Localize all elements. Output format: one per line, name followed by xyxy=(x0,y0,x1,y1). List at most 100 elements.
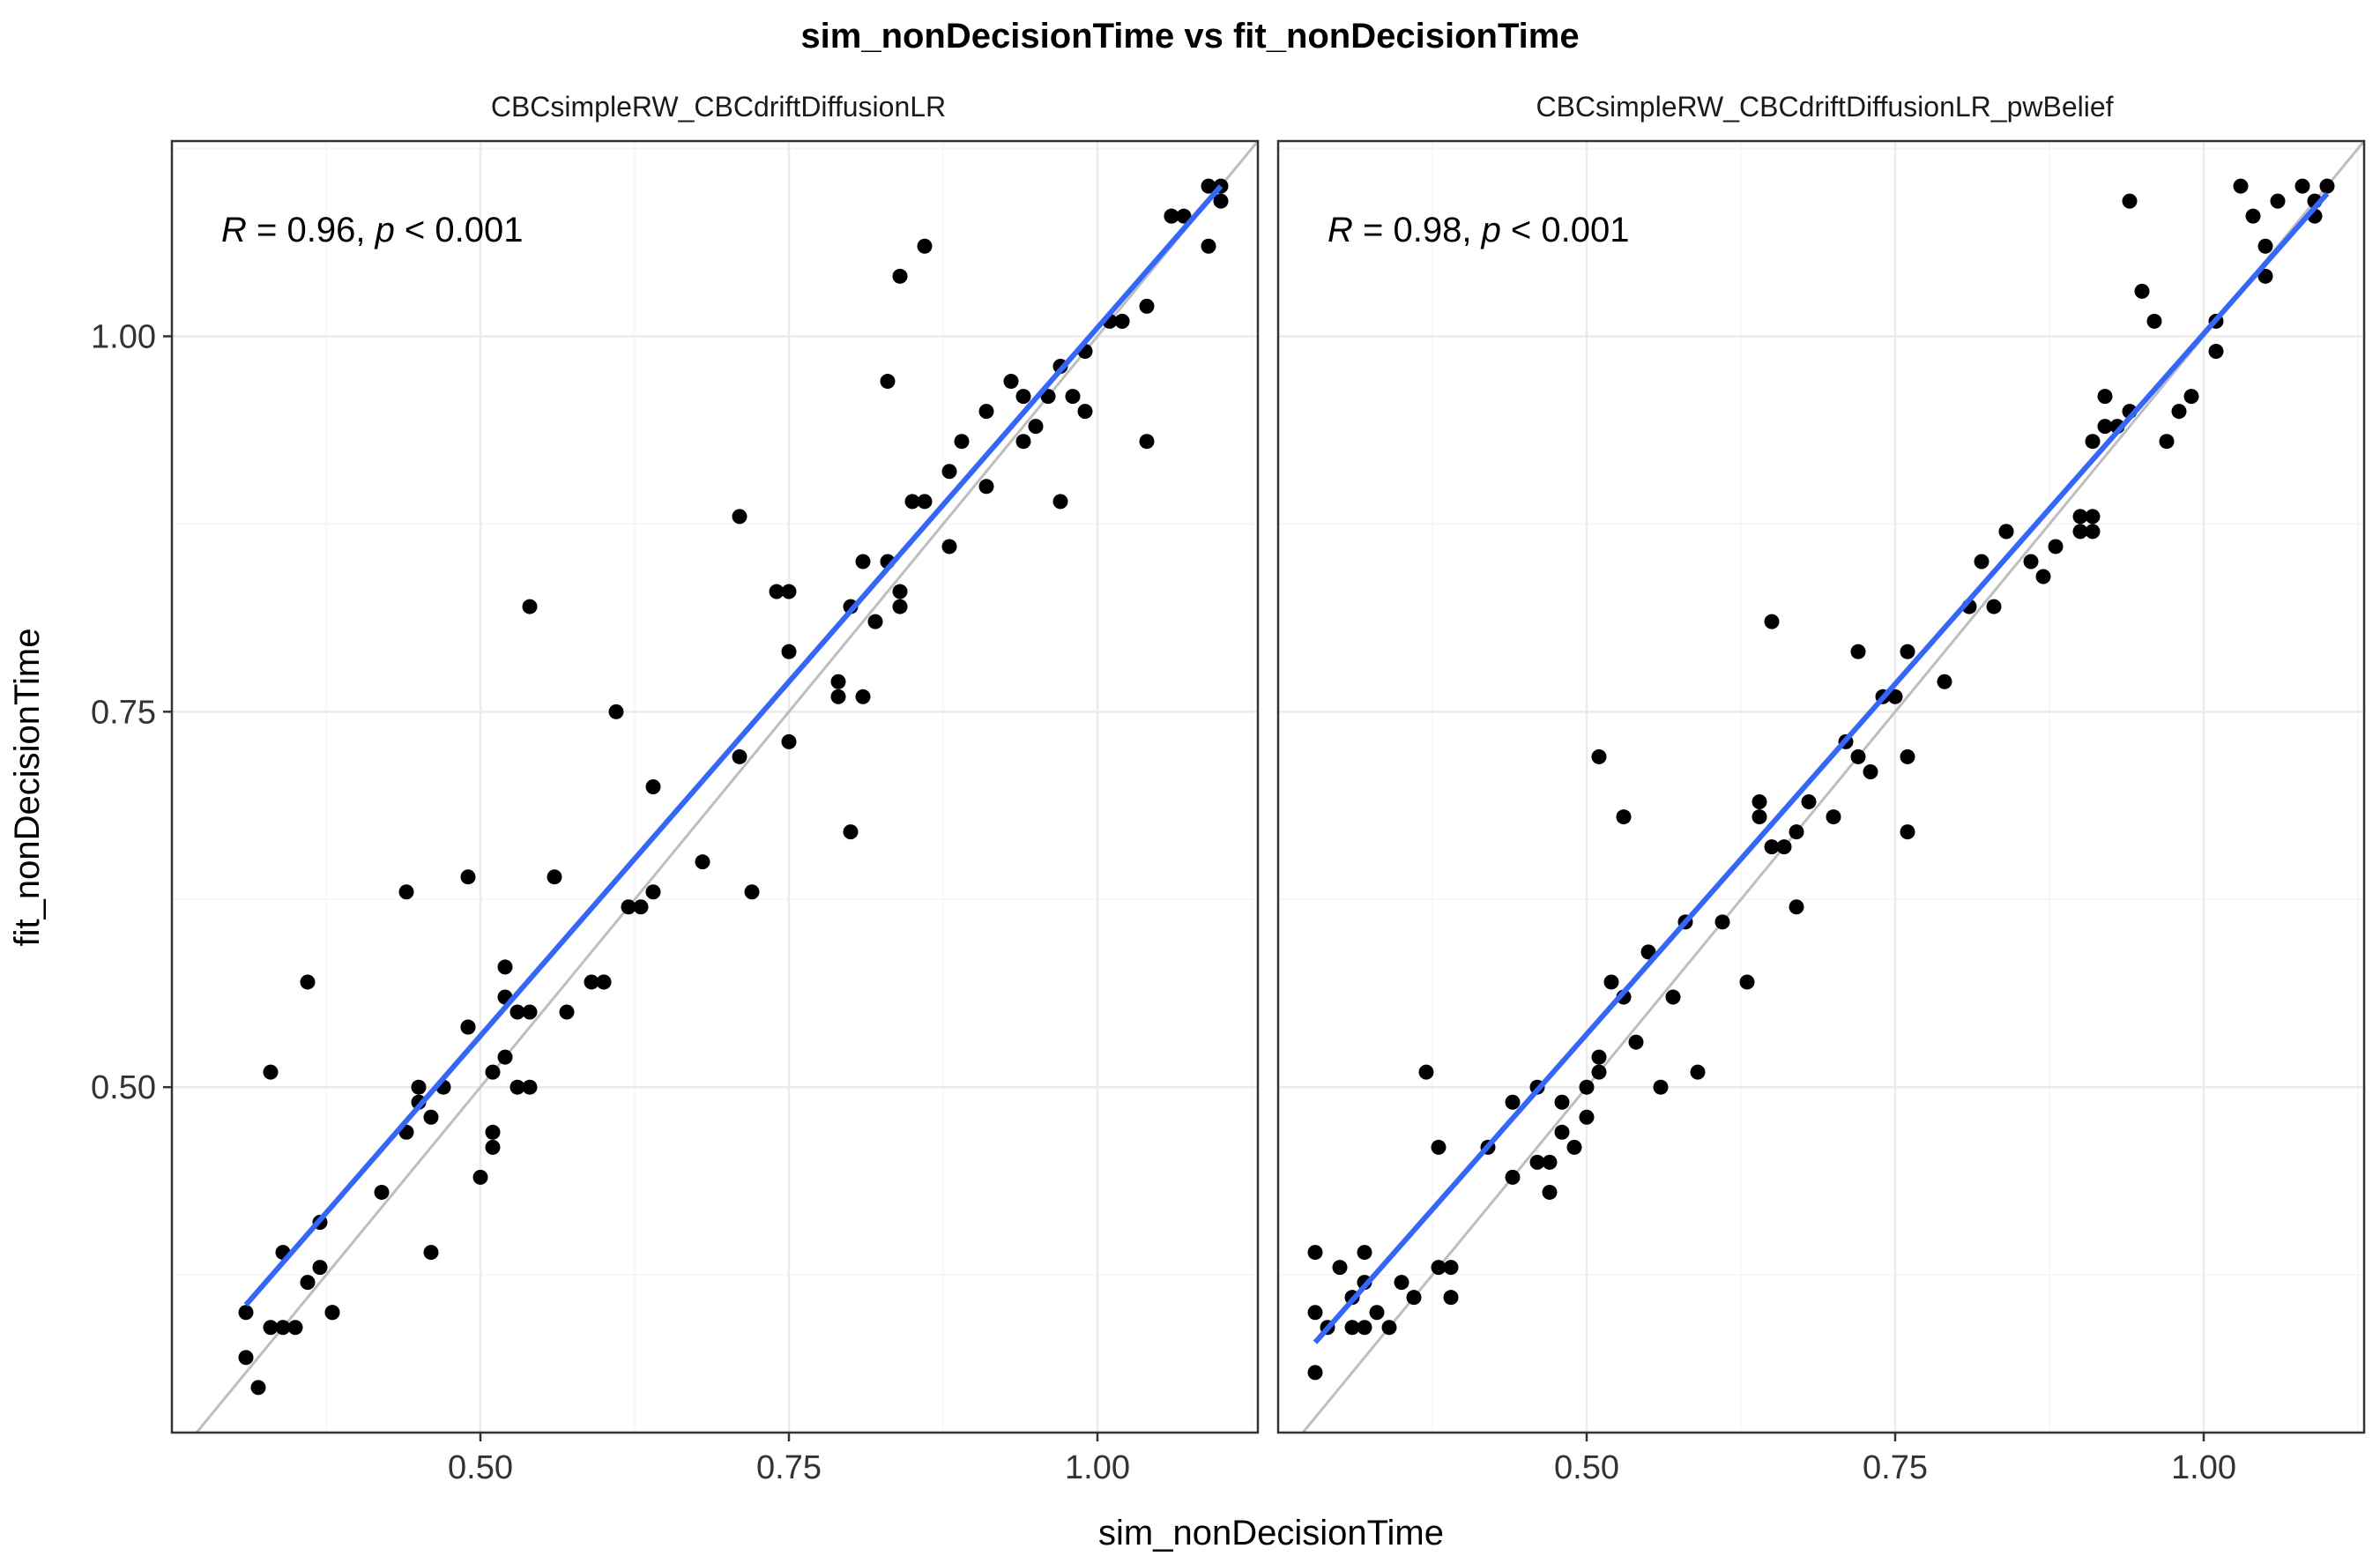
identity-line xyxy=(1301,141,2364,1433)
data-point xyxy=(522,599,538,614)
data-point xyxy=(460,1019,476,1035)
data-point xyxy=(1764,614,1780,629)
data-point xyxy=(2257,238,2273,254)
x-tick-label: 0.50 xyxy=(1554,1449,1619,1486)
identity-line xyxy=(195,141,1258,1433)
data-point xyxy=(1065,389,1081,405)
data-point xyxy=(263,1320,279,1336)
x-tick-label: 0.75 xyxy=(1863,1449,1928,1486)
data-point xyxy=(830,674,846,689)
data-point xyxy=(781,644,797,659)
data-point xyxy=(238,1305,254,1321)
data-point xyxy=(941,464,957,480)
data-point xyxy=(1357,1320,1372,1336)
data-point xyxy=(1665,989,1681,1005)
data-point xyxy=(398,884,414,900)
data-point xyxy=(954,434,970,450)
data-point xyxy=(485,1139,501,1155)
data-point xyxy=(1900,644,1915,659)
data-point xyxy=(978,404,994,420)
data-point xyxy=(1850,644,1866,659)
y-tick-label: 1.00 xyxy=(91,318,156,355)
data-point xyxy=(917,238,933,254)
y-tick-label: 0.50 xyxy=(91,1069,156,1106)
data-point xyxy=(1900,824,1915,840)
data-point xyxy=(1418,1064,1434,1080)
data-point xyxy=(497,1049,513,1065)
panel-2-strip-label: CBCsimpleRW_CBCdriftDiffusionLR_pwBelief xyxy=(1536,91,2113,123)
regression-line xyxy=(1313,191,2330,1344)
data-point xyxy=(1201,238,1216,254)
data-point xyxy=(2270,193,2286,209)
data-point xyxy=(2294,178,2310,194)
data-point xyxy=(1139,298,1155,314)
data-point xyxy=(781,733,797,749)
data-point xyxy=(1114,313,1130,329)
data-point xyxy=(1591,748,1607,764)
x-axis-label: sim_nonDecisionTime xyxy=(1098,1514,1444,1552)
data-point xyxy=(1381,1320,1397,1336)
panel-1-strip-label: CBCsimpleRW_CBCdriftDiffusionLR xyxy=(491,91,946,123)
data-point xyxy=(855,689,871,704)
panel-1-plot-area: R = 0.96, p < 0.001 xyxy=(170,139,1260,1434)
data-point xyxy=(830,689,846,704)
data-point xyxy=(2208,343,2224,359)
data-point xyxy=(423,1245,439,1261)
data-point xyxy=(892,268,908,284)
data-point xyxy=(744,884,760,900)
stat-r-value: = 0.98, xyxy=(1353,211,1482,249)
data-point xyxy=(917,494,933,510)
data-point xyxy=(1201,178,1216,194)
data-point xyxy=(411,1079,427,1095)
data-point xyxy=(1139,434,1155,450)
stat-p-symbol: p xyxy=(1481,211,1501,249)
data-point xyxy=(1052,494,1068,510)
data-point xyxy=(460,869,476,885)
data-point xyxy=(1443,1260,1459,1276)
stat-r-symbol: R xyxy=(221,211,247,249)
data-point xyxy=(2257,268,2273,284)
data-point xyxy=(2159,434,2175,450)
data-point xyxy=(1826,809,1841,825)
x-tick-label: 0.50 xyxy=(448,1449,513,1486)
x-axis: 0.50 0.75 1.00 0.50 0.75 1.00 xyxy=(448,1433,2236,1486)
data-point xyxy=(1307,1365,1323,1381)
data-point xyxy=(880,374,896,390)
data-point xyxy=(324,1305,340,1321)
correlation-annotation: R = 0.96, p < 0.001 xyxy=(221,211,524,249)
data-point xyxy=(2085,509,2101,525)
data-point xyxy=(596,974,612,990)
data-point xyxy=(374,1184,390,1200)
stat-p-value: < 0.001 xyxy=(1501,211,1630,249)
data-point xyxy=(1529,1154,1545,1170)
data-point xyxy=(1505,1169,1521,1185)
data-point xyxy=(2085,434,2101,450)
data-point xyxy=(1579,1079,1595,1095)
data-point xyxy=(2035,569,2051,584)
data-point xyxy=(1628,1034,1644,1050)
data-point xyxy=(485,1124,501,1140)
data-point xyxy=(1394,1275,1409,1291)
data-point xyxy=(1900,748,1915,764)
data-point xyxy=(547,869,562,885)
data-point xyxy=(1998,524,2014,540)
data-point xyxy=(485,1064,501,1080)
data-point xyxy=(1850,748,1866,764)
data-point xyxy=(1213,193,1229,209)
data-point xyxy=(1307,1245,1323,1261)
data-point xyxy=(1640,944,1656,960)
panel-background xyxy=(172,141,1258,1433)
data-point xyxy=(1542,1154,1558,1170)
data-point xyxy=(1566,1139,1582,1155)
y-tick-label: 0.75 xyxy=(91,694,156,731)
data-point xyxy=(1028,419,1044,435)
data-point xyxy=(1591,1049,1607,1065)
data-point xyxy=(732,748,747,764)
data-point xyxy=(1369,1305,1385,1321)
x-tick-label: 1.00 xyxy=(1065,1449,1130,1486)
data-point xyxy=(2171,404,2187,420)
data-point xyxy=(1986,599,2002,614)
data-point xyxy=(1344,1320,1360,1336)
data-point xyxy=(509,1004,525,1020)
